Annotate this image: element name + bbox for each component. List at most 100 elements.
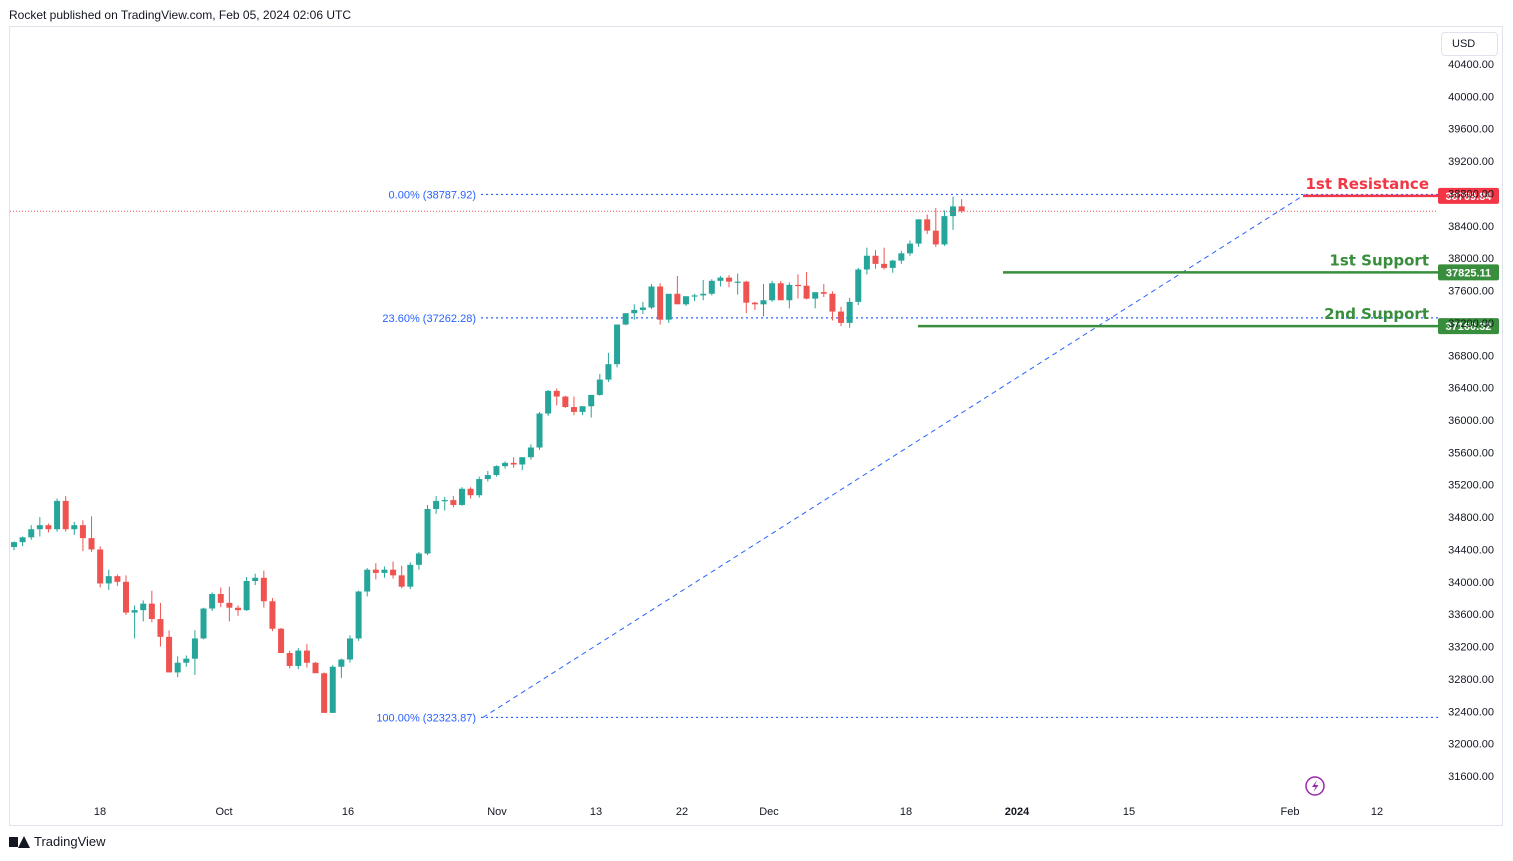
- candle-body: [209, 593, 216, 609]
- candle-body: [183, 658, 190, 663]
- candle: [312, 661, 319, 674]
- candle: [502, 461, 509, 469]
- publisher-header: Rocket published on TradingView.com, Feb…: [9, 8, 351, 22]
- flash-icon-ring[interactable]: [1305, 776, 1325, 796]
- candle-body: [717, 277, 724, 281]
- candle-body: [570, 407, 577, 412]
- candle-body: [381, 569, 388, 573]
- candles: [10, 196, 1438, 713]
- candle-body: [794, 284, 801, 287]
- candle: [321, 672, 328, 713]
- candle-body: [88, 538, 95, 550]
- candle: [88, 516, 95, 552]
- candle-body: [338, 659, 345, 667]
- candle-body: [777, 283, 784, 301]
- candle: [579, 406, 586, 416]
- fibonacci-retracement[interactable]: 0.00% (38787.92) 23.60% (37262.28) 100.00%…: [376, 189, 1438, 724]
- trendline[interactable]: [482, 194, 1306, 718]
- candle-body: [786, 284, 793, 301]
- candle-body: [648, 286, 655, 308]
- candle-body: [829, 293, 836, 312]
- candle-body: [372, 569, 379, 573]
- candle-body: [234, 607, 241, 611]
- candle-body: [407, 564, 414, 587]
- candle: [838, 306, 845, 327]
- level-name: 1st Resistance: [1305, 175, 1429, 193]
- candle: [97, 546, 104, 588]
- candle-body: [639, 307, 646, 310]
- candle: [209, 592, 216, 611]
- candle: [648, 284, 655, 310]
- candle-body: [898, 253, 905, 261]
- flash-icon[interactable]: [1305, 776, 1325, 796]
- candle-body: [743, 281, 750, 303]
- price-axis[interactable]: 40400.00 40000.00 39600.00 39200.00 38800.00…: [1448, 59, 1494, 783]
- price-tick-label: 38800.00: [1448, 188, 1494, 200]
- candle-body: [217, 593, 224, 603]
- candle: [639, 301, 646, 315]
- price-tick-label: 34800.00: [1448, 512, 1494, 524]
- candle-body: [329, 666, 336, 713]
- candle: [269, 598, 276, 632]
- candle-body: [45, 525, 52, 530]
- candle-body: [458, 488, 465, 505]
- candle: [390, 561, 397, 579]
- currency-selector[interactable]: USD: [1441, 32, 1498, 56]
- time-tick-label: Nov: [487, 806, 507, 818]
- candle: [803, 271, 810, 300]
- candle: [191, 630, 198, 675]
- level-price-label: 37160.32: [1446, 321, 1492, 333]
- price-tick-label: 36000.00: [1448, 415, 1494, 427]
- candle-body: [303, 650, 310, 663]
- candle: [234, 605, 241, 616]
- candle: [372, 563, 379, 580]
- candle-body: [200, 608, 207, 639]
- price-tick-label: 39200.00: [1448, 156, 1494, 168]
- candle-body: [122, 581, 129, 613]
- candle: [79, 520, 86, 552]
- time-tick-label: 2024: [1005, 806, 1030, 818]
- candle: [217, 587, 224, 607]
- candle-body: [226, 602, 233, 608]
- candle-body: [958, 206, 965, 212]
- candle: [286, 650, 293, 669]
- candle-body: [622, 313, 629, 325]
- candle-body: [252, 577, 259, 582]
- candle-body: [312, 662, 319, 674]
- time-axis[interactable]: 18 Oct 16 Nov 13 22 Dec 18 2024 15 Feb 12: [94, 806, 1383, 818]
- candle-body: [415, 553, 422, 565]
- candle: [226, 586, 233, 622]
- candle: [458, 487, 465, 506]
- support-resistance-levels[interactable]: 1st Resistance 38769.84 1st Support 37825.1…: [918, 175, 1499, 335]
- candle: [924, 214, 931, 234]
- candle: [863, 247, 870, 275]
- candle: [596, 373, 603, 396]
- candle: [941, 210, 948, 247]
- time-tick-label: 12: [1371, 806, 1383, 818]
- candle: [467, 487, 474, 499]
- level-name: 2nd Support: [1324, 305, 1429, 323]
- price-tick-label: 37200.00: [1448, 318, 1494, 330]
- candle-body: [820, 292, 827, 294]
- candle-body: [889, 260, 896, 268]
- candle-body: [36, 525, 43, 530]
- candle-body: [674, 293, 681, 305]
- trendline-segment[interactable]: [482, 194, 1306, 718]
- candle-body: [79, 525, 86, 539]
- candle: [19, 536, 26, 547]
- time-tick-label: 13: [590, 806, 602, 818]
- candle-body: [243, 581, 250, 611]
- candle-body: [769, 283, 776, 301]
- candle: [932, 208, 939, 247]
- candle: [200, 607, 207, 640]
- candle-body: [855, 269, 862, 302]
- tradingview-logo-icon: [9, 835, 30, 848]
- candle: [519, 457, 526, 471]
- candle: [243, 576, 250, 611]
- candle: [441, 496, 448, 511]
- price-tick-label: 31600.00: [1448, 771, 1494, 783]
- candle: [54, 498, 61, 532]
- candle: [338, 658, 345, 679]
- tradingview-footer[interactable]: TradingView: [9, 834, 106, 849]
